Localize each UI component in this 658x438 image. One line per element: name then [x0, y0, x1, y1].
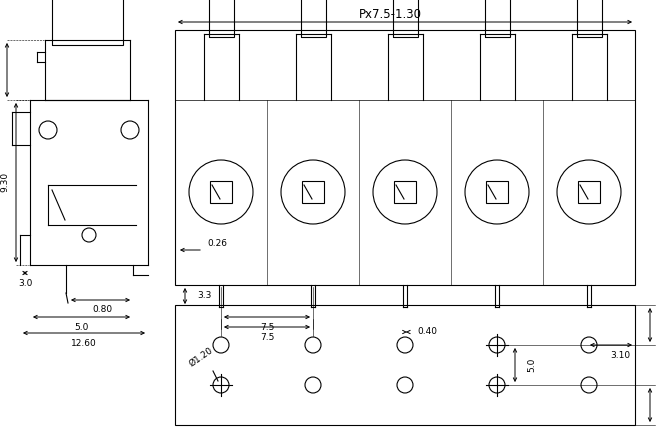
Text: 5.0: 5.0: [527, 358, 536, 372]
Text: 0.80: 0.80: [92, 305, 112, 314]
Bar: [302, 181, 324, 203]
Text: 12.60: 12.60: [71, 339, 97, 347]
Bar: [209, 0, 234, 37]
Bar: [393, 0, 417, 37]
Bar: [578, 181, 600, 203]
Bar: [52, 0, 123, 45]
Text: 7.5: 7.5: [260, 332, 274, 342]
Bar: [210, 181, 232, 203]
Bar: [175, 30, 635, 285]
Text: 3.0: 3.0: [18, 279, 32, 287]
Text: 0.26: 0.26: [207, 240, 227, 248]
Bar: [576, 0, 601, 37]
Text: 5.0: 5.0: [74, 322, 88, 332]
Text: 0.40: 0.40: [417, 328, 437, 336]
Bar: [394, 181, 416, 203]
Bar: [301, 0, 326, 37]
Text: Px7.5-1.30: Px7.5-1.30: [359, 8, 422, 21]
Bar: [484, 0, 509, 37]
Text: 7.5: 7.5: [260, 322, 274, 332]
Bar: [486, 181, 508, 203]
Text: 3.10: 3.10: [610, 350, 630, 360]
Text: Ø1.20: Ø1.20: [188, 346, 215, 368]
Text: 3.3: 3.3: [197, 292, 211, 300]
Bar: [175, 305, 635, 425]
Text: 9.30: 9.30: [0, 172, 9, 192]
